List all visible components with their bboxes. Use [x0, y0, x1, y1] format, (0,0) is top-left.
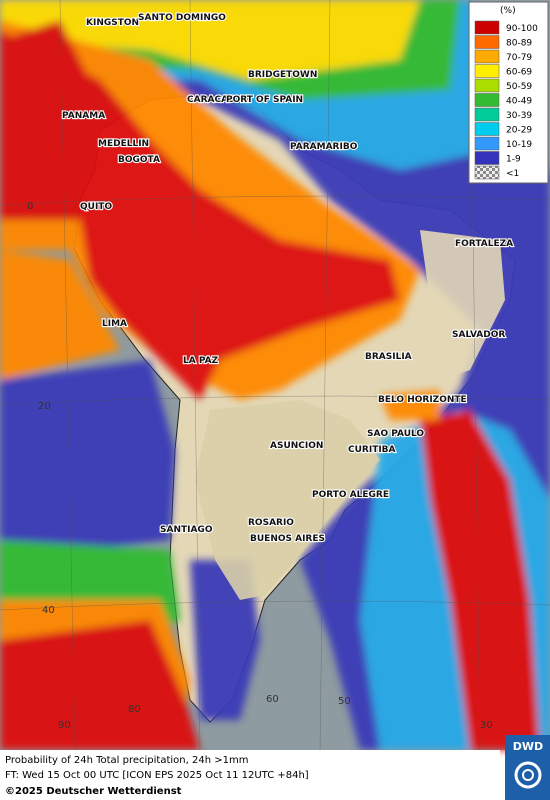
city-label: CARACAS — [187, 95, 235, 105]
city-label: ROSARIO — [248, 518, 294, 528]
legend-label: 90-100 — [506, 24, 538, 34]
logo-box — [505, 735, 550, 800]
precip-field — [0, 0, 550, 750]
city-label: BRIDGETOWN — [248, 70, 317, 80]
city-label: FORTALEZA — [455, 239, 513, 249]
city-label: BOGOTA — [118, 155, 160, 165]
legend-swatch — [474, 93, 500, 107]
city-label: ASUNCION — [270, 441, 323, 451]
legend-swatch — [474, 107, 500, 122]
footer: Probability of 24h Total precipitation, … — [0, 735, 550, 800]
legend-swatch — [474, 122, 500, 136]
land-dry-ne — [420, 230, 505, 380]
legend-label: 60-69 — [506, 68, 532, 78]
legend-label: 10-19 — [506, 140, 532, 150]
city-label: CURITIBA — [348, 445, 396, 455]
lon-label: 90 — [58, 720, 71, 731]
city-label: QUITO — [80, 202, 112, 212]
legend-label: 40-49 — [506, 97, 532, 107]
legend-label: <1 — [506, 169, 519, 179]
legend-title: (%) — [500, 6, 516, 16]
city-label: PORTO ALEGRE — [312, 490, 389, 500]
legend-swatch — [474, 78, 500, 93]
city-label: LA PAZ — [183, 356, 219, 366]
city-label: SANTO DOMINGO — [138, 13, 226, 23]
legend-swatch — [474, 64, 500, 78]
map — [0, 0, 550, 751]
logo-text: DWD — [513, 740, 543, 753]
legend-swatch — [474, 165, 500, 180]
city-label: SANTIAGO — [160, 525, 213, 535]
legend-swatch — [474, 20, 500, 35]
city-label: BELO HORIZONTE — [378, 395, 467, 405]
footer-copyright: ©2025 Deutscher Wetterdienst — [5, 786, 182, 797]
city-label: KINGSTON — [86, 18, 139, 28]
city-label: BUENOS AIRES — [250, 534, 325, 544]
city-label: LIMA — [102, 319, 127, 329]
lat-label: 20 — [38, 401, 51, 412]
city-label: SALVADOR — [452, 330, 505, 340]
legend: (%) 90-100 80-89 70-79 60-69 50-59 40-49 30-39… — [468, 1, 549, 184]
legend-label: 70-79 — [506, 53, 532, 63]
city-label: SAO PAULO — [367, 429, 424, 439]
city-label: MEDELLIN — [98, 139, 149, 149]
legend-label: 50-59 — [506, 82, 532, 92]
cities: KINGSTON SANTO DOMINGO BRIDGETOWN CARACA… — [61, 12, 514, 545]
lon-label: 60 — [266, 694, 279, 705]
city-label: PORT OF SPAIN — [226, 95, 303, 105]
lat-label: 40 — [42, 605, 55, 616]
legend-swatch — [474, 136, 500, 151]
graticule-labels: 0 20 40 90 80 60 50 30 — [27, 201, 493, 731]
legend-label: 20-29 — [506, 126, 532, 136]
city-label: BRASILIA — [365, 352, 412, 362]
legend-swatch — [474, 35, 500, 49]
legend-label: 30-39 — [506, 111, 532, 121]
lon-label: 30 — [480, 720, 493, 731]
logo-icon — [514, 761, 542, 789]
city-label: PANAMA — [62, 111, 105, 121]
lon-label: 50 — [338, 696, 351, 707]
lon-label: 80 — [128, 704, 141, 715]
legend-label: 1-9 — [506, 155, 521, 165]
legend-swatch — [474, 151, 500, 165]
city-label: PARAMARIBO — [290, 142, 358, 152]
legend-label: 80-89 — [506, 39, 532, 49]
legend-swatch — [474, 49, 500, 64]
lat-label: 0 — [27, 201, 33, 212]
footer-line: Probability of 24h Total precipitation, … — [5, 755, 248, 766]
footer-box — [0, 750, 500, 800]
logo-icon — [522, 769, 534, 781]
footer-line: FT: Wed 15 Oct 00 UTC [ICON EPS 2025 Oct… — [5, 770, 309, 781]
land-dry-south — [195, 400, 380, 600]
